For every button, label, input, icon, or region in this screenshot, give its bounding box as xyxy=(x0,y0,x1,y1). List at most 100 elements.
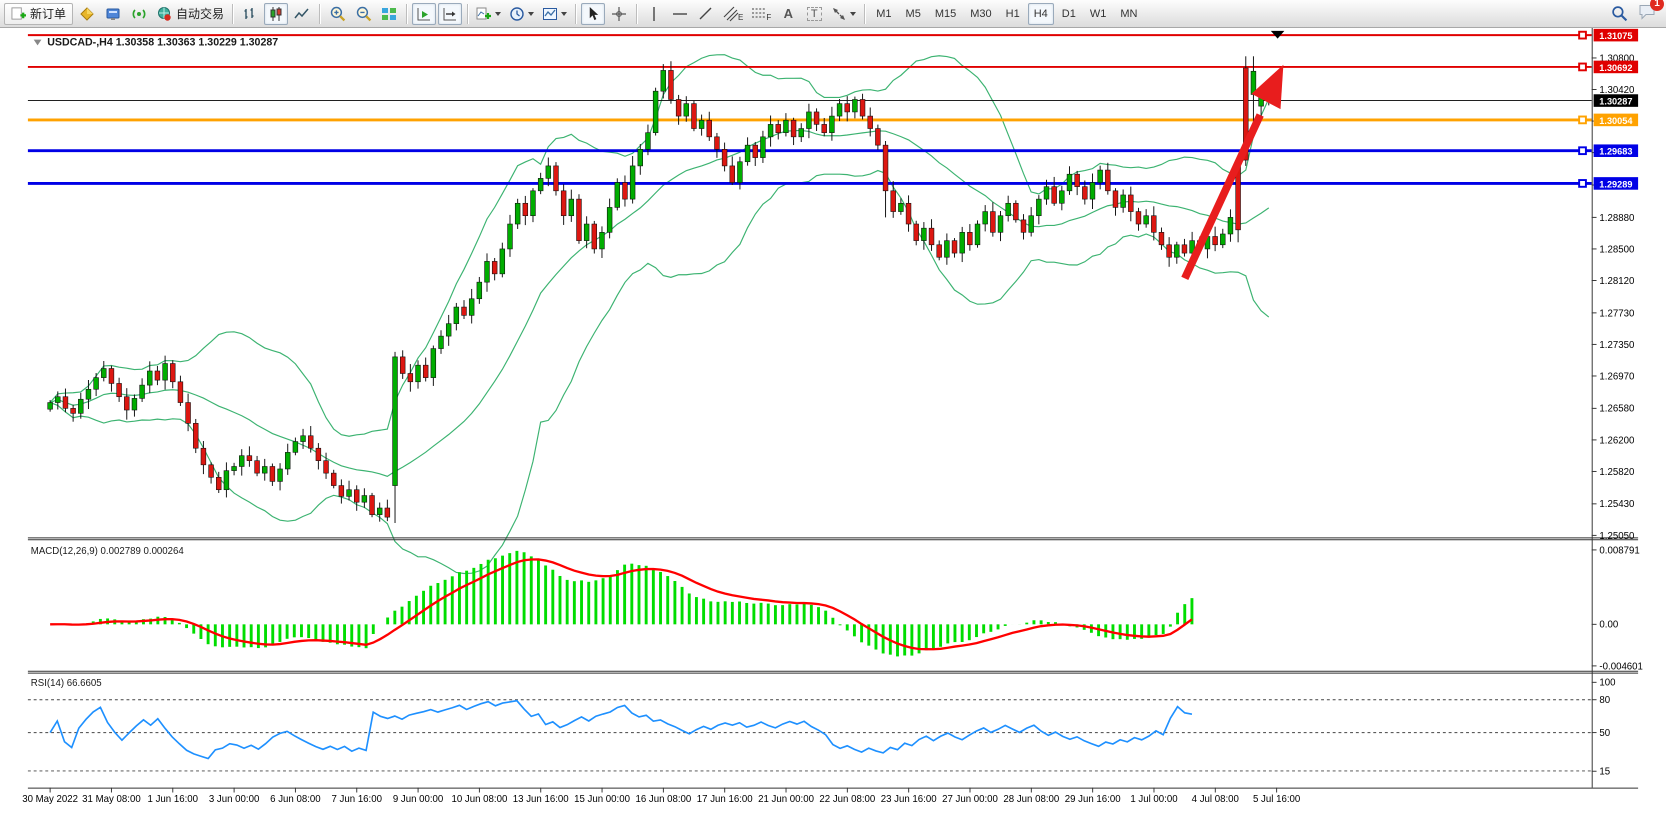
auto-scroll-button[interactable] xyxy=(412,2,437,25)
timeframe-button-h4[interactable]: H4 xyxy=(1027,2,1054,25)
candle-body xyxy=(629,165,636,200)
candle-body xyxy=(384,507,391,518)
autotrading-button[interactable]: 自动交易 xyxy=(153,3,227,25)
text-button[interactable]: A xyxy=(776,3,800,25)
chart-shift-button[interactable] xyxy=(438,2,463,25)
signals-button[interactable] xyxy=(127,3,151,25)
main-toolbar: 新订单 自动交易 xyxy=(0,0,1666,28)
zoom-out-button[interactable] xyxy=(351,3,375,25)
time-tick-label: 23 Jun 16:00 xyxy=(881,794,937,805)
candle-body xyxy=(522,202,529,217)
timeframe-button-m15[interactable]: M15 xyxy=(934,7,957,20)
templates-button[interactable] xyxy=(539,3,570,25)
candle-body xyxy=(1135,211,1142,225)
top-price-marker[interactable] xyxy=(1270,30,1285,39)
candle-body xyxy=(729,165,735,183)
candle-body xyxy=(292,441,299,453)
line-anchor-handle[interactable] xyxy=(1578,115,1587,125)
fibonacci-button[interactable]: F xyxy=(748,3,774,25)
bar-chart-button[interactable] xyxy=(238,3,262,25)
dropdown-caret xyxy=(495,11,502,16)
candle-body xyxy=(246,455,253,461)
trendline-button[interactable] xyxy=(694,3,718,25)
periods-button[interactable] xyxy=(506,3,537,25)
candle-body xyxy=(262,466,268,474)
candle-body xyxy=(798,128,804,138)
time-tick-label: 21 Jun 00:00 xyxy=(758,794,814,805)
toolbar-separator xyxy=(636,3,638,24)
time-tick-label: 9 Jun 00:00 xyxy=(393,794,443,805)
market-watch-icon xyxy=(80,6,94,21)
line-chart-button[interactable] xyxy=(290,3,314,25)
trend-arrow-head[interactable] xyxy=(1251,64,1284,110)
candle-body xyxy=(407,373,414,383)
tile-windows-button[interactable] xyxy=(377,3,401,25)
candlestick-chart-button[interactable] xyxy=(264,2,289,25)
line-anchor-handle[interactable] xyxy=(1578,30,1587,40)
candle-body xyxy=(1043,186,1050,200)
new-order-label: 新订单 xyxy=(30,7,67,21)
timeframe-button-m1[interactable]: M1 xyxy=(876,7,892,20)
fibonacci-icon xyxy=(752,7,767,18)
crosshair-button[interactable] xyxy=(607,3,631,25)
candle-body xyxy=(277,468,283,482)
one-click-trading-arrow[interactable] xyxy=(33,39,42,46)
candle-body xyxy=(177,381,184,403)
timeframe-button-m30[interactable]: M30 xyxy=(970,7,992,20)
arrows-button[interactable] xyxy=(828,3,859,25)
zoom-in-button[interactable] xyxy=(325,3,349,25)
candle-body xyxy=(254,460,260,474)
timeframe-button-h1[interactable]: H1 xyxy=(1005,7,1020,20)
search-icon[interactable] xyxy=(1611,5,1628,22)
indicators-button[interactable] xyxy=(473,3,504,25)
candle-body xyxy=(162,363,168,381)
rsi-axis-label: 80 xyxy=(1599,695,1610,706)
chat-button[interactable]: 1 xyxy=(1638,0,1664,25)
candle-body xyxy=(484,261,490,283)
line-anchor-handle[interactable] xyxy=(1578,62,1587,72)
candle-body xyxy=(346,489,352,497)
chart-title: USDCAD-,H4 1.30358 1.30363 1.30229 1.302… xyxy=(47,36,278,48)
candle-body xyxy=(875,128,881,146)
candle-body xyxy=(1074,173,1080,187)
candle-body xyxy=(936,244,942,258)
line-anchor-handle[interactable] xyxy=(1578,146,1587,156)
bollinger-upper-band xyxy=(49,54,1270,437)
channel-tool-letter: E xyxy=(738,13,744,22)
candle-body xyxy=(438,335,444,349)
macd-signal-line xyxy=(50,558,1193,651)
line-anchor-handle[interactable] xyxy=(1578,179,1587,188)
candle-body xyxy=(315,447,322,461)
cursor-button[interactable] xyxy=(581,2,606,25)
equidistant-channel-button[interactable]: E xyxy=(720,3,746,25)
candle-body xyxy=(139,384,145,399)
price-tag-value: 1.29683 xyxy=(1599,147,1632,157)
text-label-button[interactable]: T xyxy=(802,3,826,25)
chart-window: 1.308001.304201.300401.296601.292701.288… xyxy=(0,28,1666,836)
timeframe-button-d1[interactable]: D1 xyxy=(1061,7,1076,20)
timeframe-button-m5[interactable]: M5 xyxy=(905,7,921,20)
dropdown-caret xyxy=(850,11,857,16)
candle-body xyxy=(637,149,643,167)
horizontal-line-button[interactable] xyxy=(668,3,692,25)
candle-body xyxy=(208,464,214,478)
trend-arrow-shaft[interactable] xyxy=(1181,113,1264,280)
candle-body xyxy=(997,215,1004,233)
timeframe-button-w1[interactable]: W1 xyxy=(1089,7,1107,20)
candle-body xyxy=(422,364,429,378)
candle-body xyxy=(1036,198,1042,217)
time-tick-label: 3 Jun 00:00 xyxy=(209,794,259,805)
candle-body xyxy=(698,119,705,129)
price-tick-label: 1.26970 xyxy=(1599,371,1634,382)
market-watch-button[interactable] xyxy=(75,3,99,25)
dropdown-caret xyxy=(561,11,568,16)
signals-icon xyxy=(132,8,146,19)
time-tick-label: 31 May 08:00 xyxy=(82,794,141,805)
new-order-button[interactable]: 新订单 xyxy=(4,2,74,25)
data-window-button[interactable] xyxy=(101,3,125,25)
candle-body xyxy=(399,356,406,374)
vertical-line-button[interactable] xyxy=(642,3,666,25)
timeframe-button-mn[interactable]: MN xyxy=(1120,7,1138,20)
toolbar-separator xyxy=(864,3,866,24)
candle-body xyxy=(813,111,820,125)
